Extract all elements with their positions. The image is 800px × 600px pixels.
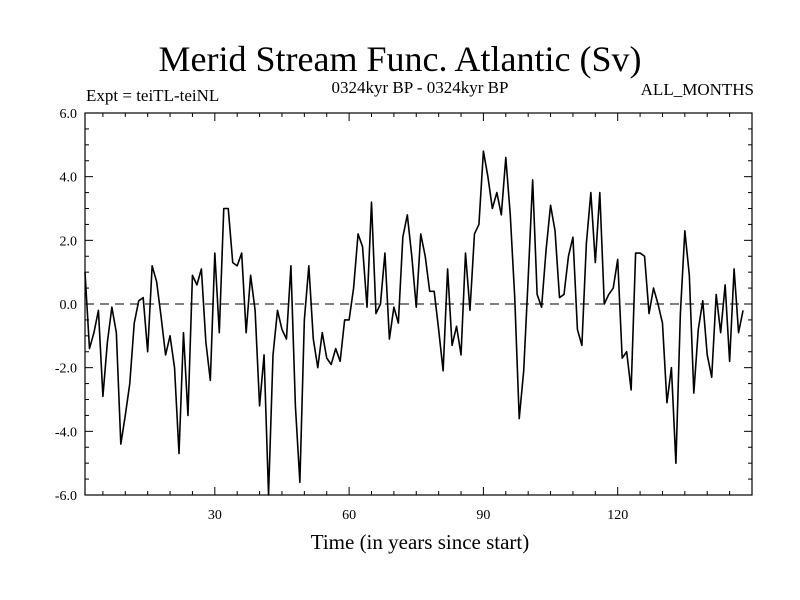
y-tick-label: -2.0 bbox=[55, 362, 77, 377]
y-tick-label: -6.0 bbox=[55, 489, 77, 504]
season-label: ALL_MONTHS bbox=[640, 80, 754, 99]
y-tick-label: 4.0 bbox=[60, 171, 78, 186]
x-axis-label: Time (in years since start) bbox=[310, 530, 530, 554]
y-tick-label: 0.0 bbox=[60, 298, 78, 313]
data-series-line bbox=[84, 150, 744, 496]
x-tick-label: 60 bbox=[342, 508, 356, 523]
y-tick-label: 6.0 bbox=[60, 107, 78, 122]
x-tick-label: 90 bbox=[476, 508, 490, 523]
x-tick-label: 30 bbox=[208, 508, 222, 523]
chart-title: Merid Stream Func. Atlantic (Sv) bbox=[158, 39, 642, 79]
experiment-label: Expt = teiTL-teiNL bbox=[86, 86, 220, 105]
period-label: 0324kyr BP - 0324kyr BP bbox=[331, 78, 509, 97]
y-tick-label: 2.0 bbox=[60, 234, 78, 249]
x-tick-label: 120 bbox=[607, 508, 628, 523]
y-tick-label: -4.0 bbox=[55, 425, 77, 440]
